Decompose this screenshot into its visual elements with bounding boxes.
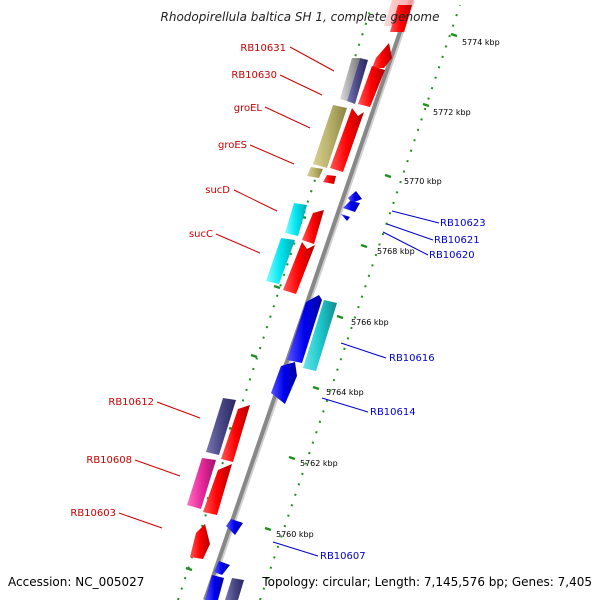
cds-sucd[interactable] [302,210,324,244]
reverse-leader-lines [272,210,440,557]
label-rb10630: RB10630 [231,70,277,81]
bar-cyan-succ [266,238,295,284]
tick-label-5770: 5770 kbp [404,177,442,186]
cds-succ[interactable] [283,242,315,294]
bar-navy-rb10612 [206,398,236,455]
cds-rb10612[interactable] [221,405,250,462]
label-rb10607: RB10607 [320,551,366,562]
cds-rb10623[interactable] [348,191,362,203]
tick-label-5766: 5766 kbp [351,318,389,327]
label-groel: groEL [234,103,263,114]
cds-rb10621[interactable] [343,201,360,212]
tick-label-5774: 5774 kbp [462,38,500,47]
right-dotted-track [259,4,461,600]
topology-text: Topology: circular; Length: 7,145,576 bp… [261,575,592,589]
cds-rb10620[interactable] [341,214,350,221]
label-rb10612: RB10612 [108,397,154,408]
cds-rb10630[interactable] [358,66,385,107]
bar-gray-rb10630 [340,58,360,101]
tick-marks [264,32,458,532]
cds-rb10603[interactable] [190,524,210,559]
label-rb10631: RB10631 [240,43,286,54]
label-groes: groES [218,140,247,151]
bar-teal-rb10616 [303,300,337,371]
label-sucd: sucD [205,185,230,196]
label-rb10621: RB10621 [434,235,480,246]
tick-label-5772: 5772 kbp [433,108,471,117]
bar-khaki-groel [313,105,347,168]
cds-rb10616[interactable] [287,295,322,363]
tick-label-5764: 5764 kbp [326,388,364,397]
label-rb10603: RB10603 [70,508,116,519]
cds-rb10631[interactable] [372,43,392,68]
backbone-line [203,0,413,600]
tick-label-5760: 5760 kbp [276,530,314,539]
cds-rb10614[interactable] [271,362,297,404]
bar-khaki-groes [307,167,323,178]
tick-label-5768: 5768 kbp [377,247,415,256]
accession-text: Accession: NC_005027 [8,575,144,589]
forward-leader-lines [118,46,335,529]
cds-groel[interactable] [330,108,364,172]
map-title: Rhodopirellula baltica SH 1, complete ge… [161,10,440,24]
cds-bottom-blue-2[interactable] [205,575,224,600]
label-succ: sucC [189,229,213,240]
cds-rb10608[interactable] [203,464,232,515]
bar-navy-bottom [225,578,244,600]
bar-navy-rb10630 [347,58,368,104]
label-rb10620: RB10620 [429,250,475,261]
label-rb10616: RB10616 [389,353,435,364]
cds-bottom-blue[interactable] [214,561,230,575]
tick-label-5762: 5762 kbp [300,459,338,468]
label-rb10614: RB10614 [370,407,416,418]
bar-cyan-sucd [285,203,307,236]
label-rb10608: RB10608 [86,455,132,466]
cds-groes[interactable] [323,175,336,184]
bar-magenta-rb10608 [187,458,216,509]
label-rb10623: RB10623 [440,218,486,229]
cds-top-red[interactable] [390,5,412,32]
cds-rb10607[interactable] [226,519,243,535]
